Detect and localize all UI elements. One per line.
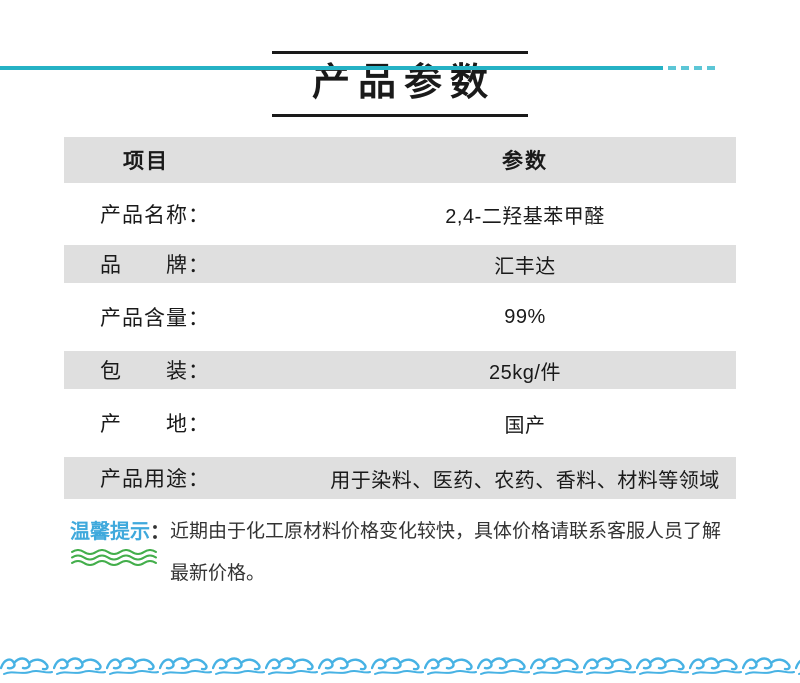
header-item-label: 项目	[123, 150, 169, 173]
row-label: 包 装：	[100, 360, 210, 383]
reminder-label: 温馨提示	[70, 521, 150, 543]
reminder-text-line1: 近期由于化工原材料价格变化较快，具体价格请联系客服人员了解	[170, 521, 722, 542]
row-value: 国产	[504, 414, 546, 437]
table-row-origin: 产 地： 国产	[64, 389, 736, 457]
row-label: 产品用途：	[100, 468, 210, 491]
row-value: 2,4-二羟基苯甲醛	[445, 205, 605, 228]
row-label: 品 牌：	[100, 254, 210, 277]
table-row-usage: 产品用途： 用于染料、医药、农药、香料、材料等领域	[64, 457, 736, 499]
row-value: 汇丰达	[494, 255, 556, 278]
row-label: 产品含量：	[100, 307, 210, 330]
bottom-wave-border	[0, 653, 800, 679]
table-row-product-name: 产品名称： 2,4-二羟基苯甲醛	[64, 183, 736, 245]
reminder-label-block: 温馨提示：	[70, 520, 170, 567]
title-box: 产品参数	[272, 51, 528, 117]
reminder-text: 近期由于化工原材料价格变化较快，具体价格请联系客服人员了解 最新价格。	[170, 511, 740, 595]
table-row-brand: 品 牌： 汇丰达	[64, 245, 736, 283]
reminder-colon: ：	[150, 521, 170, 543]
row-label: 产品名称：	[100, 204, 210, 227]
table-row-packaging: 包 装： 25kg/件	[64, 351, 736, 389]
row-value: 99%	[504, 305, 546, 328]
row-value: 用于染料、医药、农药、香料、材料等领域	[330, 469, 720, 492]
top-accent-line	[0, 66, 663, 70]
parameter-table: 项目 参数 产品名称： 2,4-二羟基苯甲醛 品 牌： 汇丰达 产品含量： 99…	[64, 137, 736, 499]
row-label: 产 地：	[100, 413, 210, 436]
green-wavy-underline-icon	[71, 549, 157, 566]
reminder-text-line2: 最新价格。	[170, 563, 266, 584]
product-parameters-page: { "colors": { "accent_teal": "#25b2c5", …	[0, 51, 800, 683]
table-header-row: 项目 参数	[64, 137, 736, 183]
table-row-content: 产品含量： 99%	[64, 283, 736, 351]
top-accent-dashes	[668, 66, 715, 70]
header-param-label: 参数	[502, 150, 548, 173]
row-value: 25kg/件	[489, 361, 561, 384]
reminder-note: 温馨提示： 近期由于化工原材料价格变化较快，具体价格请联系客服人员了解 最新价格…	[70, 520, 740, 595]
